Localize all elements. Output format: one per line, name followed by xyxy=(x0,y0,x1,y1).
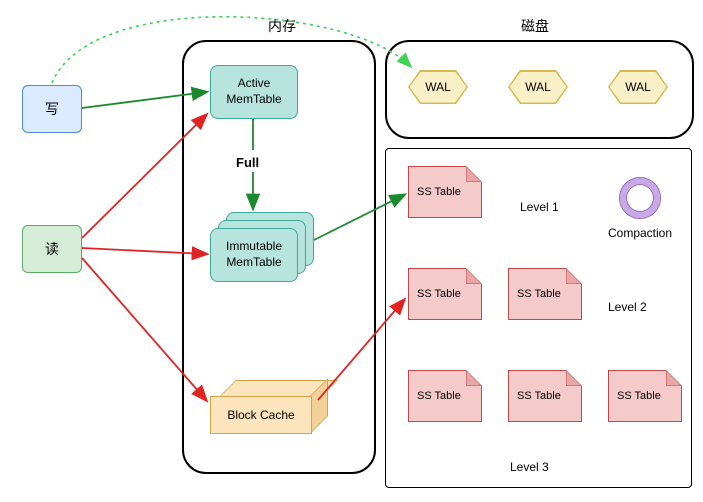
sstable-l1-1: SS Table xyxy=(408,166,482,218)
sstable-l3-2: SS Table xyxy=(508,370,582,422)
level1-label: Level 1 xyxy=(520,200,559,214)
read-label: 读 xyxy=(45,239,59,259)
immutable-memtable-label: Immutable MemTable xyxy=(226,239,282,270)
wal-3: WAL xyxy=(608,70,668,104)
sstable-l3-3: SS Table xyxy=(608,370,682,422)
write-box: 写 xyxy=(22,85,82,133)
memory-title: 内存 xyxy=(252,16,312,36)
level2-label: Level 2 xyxy=(608,300,647,314)
active-memtable-label: Active MemTable xyxy=(226,76,281,107)
sstable-l2-2: SS Table xyxy=(508,268,582,320)
wal-2-label: WAL xyxy=(525,80,551,94)
compaction-ring xyxy=(620,178,660,218)
write-label: 写 xyxy=(45,99,59,119)
wal-1: WAL xyxy=(408,70,468,104)
wal-2: WAL xyxy=(508,70,568,104)
sstable-l3-1: SS Table xyxy=(408,370,482,422)
wal-3-label: WAL xyxy=(625,80,651,94)
wal-1-label: WAL xyxy=(425,80,451,94)
block-cache-label: Block Cache xyxy=(227,408,294,422)
compaction-label: Compaction xyxy=(608,226,672,240)
full-label: Full xyxy=(236,155,259,170)
diagram-canvas: 内存 磁盘 写 读 Active MemTable Full Immutable… xyxy=(0,0,703,502)
immutable-memtable: Immutable MemTable xyxy=(210,228,298,282)
disk-title: 磁盘 xyxy=(505,16,565,36)
read-box: 读 xyxy=(22,225,82,273)
sstable-l2-1: SS Table xyxy=(408,268,482,320)
level3-label: Level 3 xyxy=(510,460,549,474)
active-memtable: Active MemTable xyxy=(210,65,298,119)
